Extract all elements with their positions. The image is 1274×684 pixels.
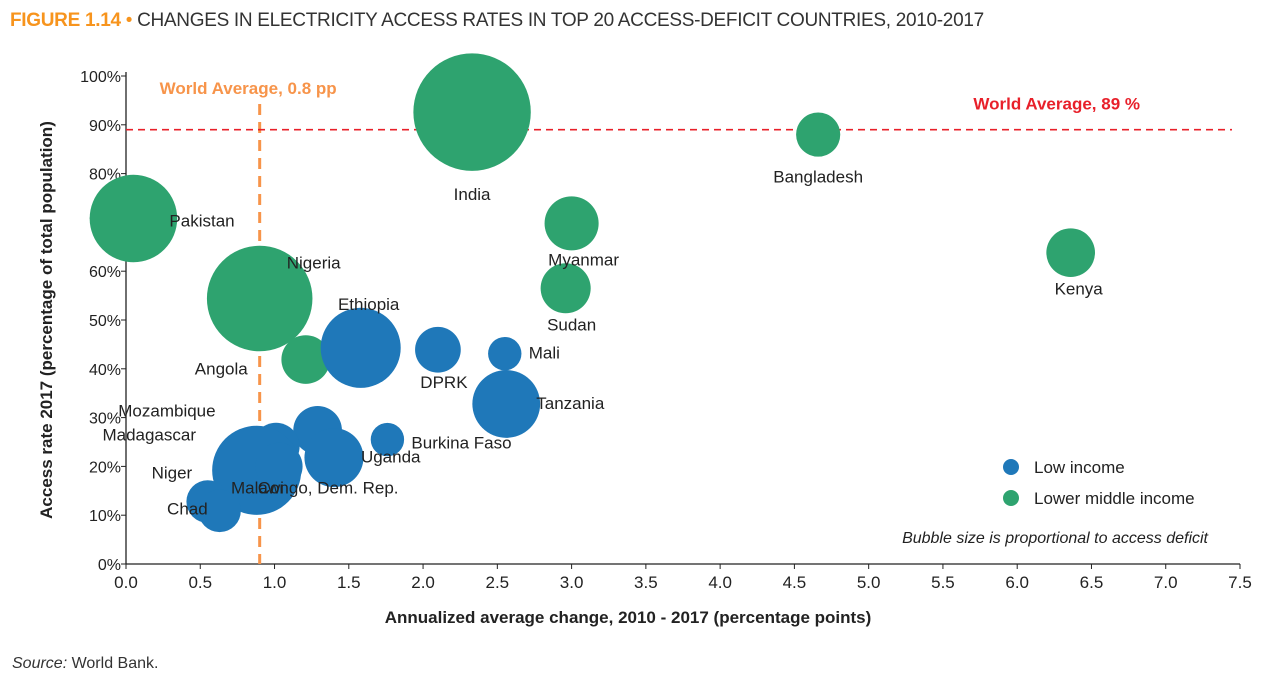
country-label-ethiopia: Ethiopia [338,295,400,314]
bubble-uganda [304,428,364,488]
country-label-niger: Niger [152,463,193,482]
x-tick-label: 3.0 [560,573,584,592]
x-tick-label: 4.5 [783,573,807,592]
x-tick-label: 3.5 [634,573,658,592]
x-tick-label: 0.0 [114,573,138,592]
world-average-access-label: World Average, 89 % [973,95,1140,114]
y-tick-label: 30% [89,411,121,428]
country-label-myanmar: Myanmar [548,250,619,269]
country-labels: India Bangladesh Pakistan Myanmar Kenya Niger… [102,168,1103,519]
figure-separator: • [125,10,133,31]
bubble-size-note: Bubble size is proportional to access de… [902,530,1208,547]
world-average-change-label: World Average, 0.8 pp [160,79,337,98]
legend-label-low-income: Low income [1034,458,1125,477]
country-label-uganda: Uganda [361,448,421,467]
y-tick-label: 10% [89,508,121,525]
x-tick-label: 5.5 [931,573,955,592]
bubble-mali [488,336,522,371]
bubble-chad-2 [198,489,241,533]
bubbles [89,53,1095,533]
x-tick-label: 2.0 [411,573,435,592]
y-axis-title: Access rate 2017 (percentage of total po… [37,121,56,519]
bubble-dprk [415,326,461,373]
country-label-mozambique: Mozambique [118,401,215,420]
country-label-bangladesh: Bangladesh [773,168,863,187]
country-label-tanzania: Tanzania [536,394,605,413]
bubble-angola [281,335,331,384]
x-tick-label: 1.0 [263,573,287,592]
bubble-india [413,53,531,171]
country-label-dprk: DPRK [420,373,468,392]
legend-swatch-low-income [1003,459,1019,475]
y-tick-label: 90% [89,118,121,135]
bubble-sudan [540,263,591,314]
country-label-nigeria: Nigeria [287,254,341,273]
bubble-nigeria [206,245,313,352]
y-tick-label: 0% [98,557,121,574]
x-axis-title: Annualized average change, 2010 - 2017 (… [385,608,872,627]
x-tick-label: 4.0 [708,573,732,592]
country-label-madagascar: Madagascar [102,425,196,444]
country-label-chad: Chad [167,500,208,519]
bubble-bangladesh [796,112,841,157]
country-label-kenya: Kenya [1055,280,1104,299]
x-tick-label: 7.0 [1154,573,1178,592]
bubble-ethiopia [320,307,401,388]
legend-label-lower-middle-income: Lower middle income [1034,489,1195,508]
x-tick-label: 1.5 [337,573,361,592]
country-label-india: India [454,185,491,204]
chart-axes: 0%10%20%30%40%50%60%70%80%90%100%0.00.51… [37,69,1252,627]
y-tick-label: 60% [89,264,121,281]
figure-title: FIGURE 1.14 • CHANGES IN ELECTRICITY ACC… [10,10,984,32]
source-label: Source: [12,655,68,672]
x-tick-label: 6.5 [1080,573,1104,592]
x-tick-label: 2.5 [486,573,510,592]
country-label-burkina-faso: Burkina Faso [411,434,511,453]
country-label-angola: Angola [195,360,248,379]
country-label-pakistan: Pakistan [169,211,234,230]
source-note: Source: World Bank. [12,655,158,673]
bubble-myanmar [544,196,599,251]
figure-number: FIGURE 1.14 [10,10,121,31]
source-text: World Bank. [71,655,159,672]
country-label-congo: Congo, Dem. Rep. [258,478,399,497]
y-tick-label: 80% [89,167,121,184]
country-label-sudan: Sudan [547,315,596,334]
chart-legend: Low income Lower middle income Bubble size… [902,458,1208,547]
x-tick-label: 6.0 [1005,573,1029,592]
bubble-burkina-faso [370,422,405,457]
y-tick-label: 100% [80,69,121,86]
figure-title-text: CHANGES IN ELECTRICITY ACCESS RATES IN T… [137,10,984,31]
y-tick-label: 50% [89,313,121,330]
x-tick-label: 0.5 [188,573,212,592]
bubble-kenya [1046,228,1095,277]
y-tick-label: 40% [89,362,121,379]
x-tick-label: 7.5 [1228,573,1252,592]
bubble-pakistan [89,174,178,263]
country-label-mali: Mali [529,344,560,363]
bubble-tanzania [472,370,541,438]
reference-lines: World Average, 0.8 pp World Average, 89 % [126,79,1232,564]
y-tick-label: 20% [89,459,121,476]
legend-swatch-lower-middle-income [1003,490,1019,506]
country-label-malawi: Malawi [231,478,284,497]
bubble-malawi [255,442,303,490]
x-tick-label: 5.0 [857,573,881,592]
